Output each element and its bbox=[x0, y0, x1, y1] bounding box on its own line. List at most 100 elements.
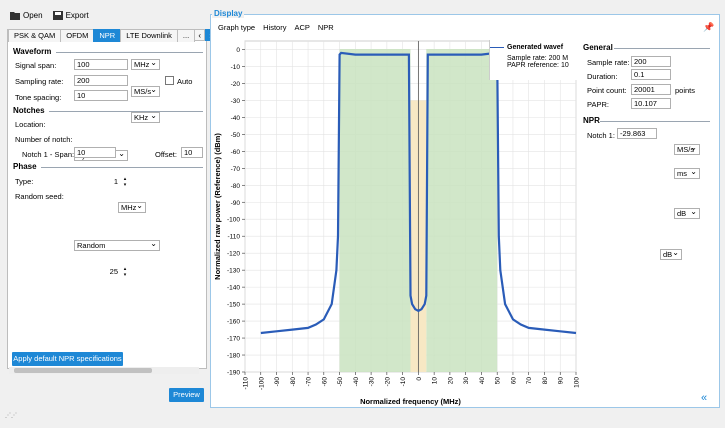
y-tick-label: -150 bbox=[227, 302, 240, 309]
number-of-notch-stepper[interactable]: 1 bbox=[74, 176, 128, 188]
x-tick-label: 60 bbox=[510, 377, 517, 385]
duration-label: Duration: bbox=[587, 72, 618, 81]
export-label: Export bbox=[65, 10, 89, 20]
papr-value: 10.107 bbox=[631, 98, 671, 109]
x-tick-label: -80 bbox=[290, 377, 297, 387]
signal-span-label: Signal span: bbox=[15, 61, 57, 70]
waveform-divider bbox=[56, 52, 203, 53]
tab-more[interactable]: ... bbox=[176, 29, 196, 42]
series-line-generated-waveform bbox=[260, 51, 577, 335]
chart-legend: Generated wavef Sample rate: 200 M PAPR … bbox=[489, 40, 579, 80]
tab-ofdm[interactable]: OFDM bbox=[60, 29, 95, 42]
general-divider bbox=[614, 48, 710, 49]
menu-graph-type[interactable]: Graph type bbox=[218, 23, 256, 32]
y-tick-label: -100 bbox=[227, 217, 240, 224]
y-tick-label: -40 bbox=[231, 115, 241, 122]
x-tick-label: -50 bbox=[337, 377, 344, 387]
signal-span-unit-select[interactable]: MHz bbox=[131, 58, 160, 70]
y-tick-label: 0 bbox=[236, 47, 240, 54]
duration-value: 0.1 bbox=[631, 69, 671, 80]
x-tick-label: 70 bbox=[526, 377, 533, 385]
y-tick-label: -130 bbox=[227, 268, 240, 275]
notch-span-label: Notch 1 - Span: bbox=[22, 150, 75, 159]
phase-divider bbox=[41, 167, 203, 168]
y-tick-label: -80 bbox=[231, 183, 241, 190]
main-toolbar: Open Export bbox=[10, 6, 89, 24]
legend-series-name: Generated wavef bbox=[507, 44, 564, 51]
npr-divider bbox=[600, 121, 710, 122]
duration-unit[interactable]: ms bbox=[674, 167, 700, 179]
y-tick-label: -70 bbox=[231, 166, 241, 173]
y-tick-label: -180 bbox=[227, 353, 240, 360]
notch-span-unit-select[interactable]: MHz bbox=[118, 201, 146, 213]
phase-type-select[interactable]: Random bbox=[74, 239, 160, 251]
tone-spacing-unit-select[interactable]: KHz bbox=[131, 111, 160, 123]
random-seed-label: Random seed: bbox=[15, 192, 64, 201]
npr-notch-label: Notch 1: bbox=[587, 131, 615, 140]
y-tick-label: -170 bbox=[227, 336, 240, 343]
auto-checkbox[interactable] bbox=[165, 76, 174, 85]
x-tick-label: -40 bbox=[353, 377, 360, 387]
menu-acp[interactable]: ACP bbox=[294, 23, 310, 32]
phase-title: Phase bbox=[13, 162, 37, 171]
x-tick-label: 100 bbox=[574, 377, 581, 388]
general-sample-rate-unit[interactable]: MS/s bbox=[674, 143, 700, 155]
npr-notch-value: -29.863 bbox=[617, 128, 657, 139]
menu-npr[interactable]: NPR bbox=[317, 23, 334, 32]
y-tick-label: -110 bbox=[227, 234, 240, 241]
y-tick-label: -60 bbox=[231, 149, 241, 156]
papr-unit[interactable]: dB bbox=[674, 207, 700, 219]
x-tick-label: 10 bbox=[432, 377, 439, 385]
pin-icon[interactable]: 📌 bbox=[703, 22, 715, 32]
phase-type-label: Type: bbox=[15, 177, 34, 186]
config-panel-scroll-thumb[interactable] bbox=[14, 368, 152, 373]
export-button[interactable]: Export bbox=[52, 10, 89, 20]
npr-title: NPR bbox=[583, 116, 600, 125]
tab-lte-downlink[interactable]: LTE Downlink bbox=[120, 29, 178, 42]
y-tick-label: -20 bbox=[231, 81, 241, 88]
x-tick-label: -100 bbox=[258, 377, 265, 390]
tone-spacing-input[interactable]: 10 bbox=[74, 90, 128, 101]
display-title: Display bbox=[212, 9, 245, 18]
y-tick-label: -90 bbox=[231, 200, 241, 207]
offset-input[interactable]: 10 bbox=[181, 147, 203, 158]
y-tick-label: -10 bbox=[231, 64, 241, 71]
y-tick-label: -50 bbox=[231, 132, 241, 139]
signal-band bbox=[426, 49, 498, 372]
legend-series-swatch bbox=[490, 46, 504, 49]
x-tick-label: 90 bbox=[558, 377, 565, 385]
save-icon bbox=[52, 10, 63, 20]
sampling-rate-input[interactable]: 200 bbox=[74, 75, 128, 86]
papr-label: PAPR: bbox=[587, 100, 609, 109]
open-button[interactable]: Open bbox=[10, 11, 43, 20]
notch-span-input[interactable]: 10 bbox=[74, 147, 116, 158]
offset-label: Offset: bbox=[155, 150, 177, 159]
x-tick-label: 20 bbox=[447, 377, 454, 385]
point-count-label: Point count: bbox=[587, 86, 627, 95]
location-label: Location: bbox=[15, 120, 46, 129]
sampling-rate-unit-select[interactable]: MS/s bbox=[131, 85, 160, 97]
signal-span-input[interactable]: 100 bbox=[74, 59, 128, 70]
menu-history[interactable]: History bbox=[263, 23, 287, 32]
collapse-panel-icon[interactable]: « bbox=[701, 392, 708, 404]
apply-default-npr-button[interactable]: Apply default NPR specifications bbox=[12, 352, 123, 366]
signal-type-tabs: PSK & QAM OFDM NPR LTE Downlink ... ‹ › bbox=[8, 29, 217, 42]
point-count-value: 20001 bbox=[631, 84, 671, 95]
sampling-rate-label: Sampling rate: bbox=[15, 77, 64, 86]
preview-button[interactable]: Preview bbox=[169, 388, 204, 402]
y-tick-label: -140 bbox=[227, 285, 240, 292]
npr-notch-unit[interactable]: dB bbox=[660, 248, 682, 260]
x-tick-label: -10 bbox=[400, 377, 407, 387]
x-tick-label: 0 bbox=[416, 377, 423, 381]
resize-grip-icon[interactable]: ⋰⋰ bbox=[5, 413, 17, 419]
x-tick-label: -20 bbox=[384, 377, 391, 387]
tab-scroll-left-icon[interactable]: ‹ bbox=[194, 29, 206, 41]
x-axis-label: Normalized frequency (MHz) bbox=[360, 397, 461, 406]
x-tick-label: -60 bbox=[321, 377, 328, 387]
point-count-unit: points bbox=[675, 86, 696, 95]
tab-npr[interactable]: NPR bbox=[93, 29, 122, 42]
tab-psk-qam[interactable]: PSK & QAM bbox=[8, 29, 62, 42]
spectrum-chart: 0-10-20-30-40-50-60-70-80-90-100-110-120… bbox=[213, 40, 581, 406]
notches-title: Notches bbox=[13, 106, 45, 115]
random-seed-stepper[interactable]: 25 bbox=[74, 266, 128, 278]
